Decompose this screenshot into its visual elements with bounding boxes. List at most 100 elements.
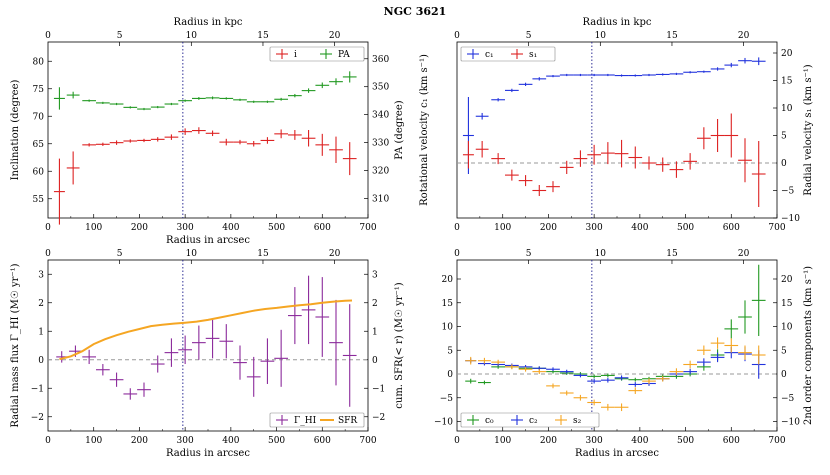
data-point — [642, 378, 656, 384]
data-point — [724, 113, 739, 158]
y-tick-label: 70 — [33, 112, 45, 122]
data-point — [751, 345, 766, 365]
data-point — [491, 153, 505, 165]
y2-axis-label: Radial velocity s₁ (km s⁻¹) — [803, 64, 814, 195]
data-point — [53, 158, 65, 225]
data-point — [738, 138, 752, 183]
data-point — [628, 382, 643, 387]
data-point — [192, 325, 206, 360]
data-point — [697, 345, 711, 355]
data-point — [738, 300, 752, 334]
y2-tick-label: 20 — [781, 49, 793, 59]
data-point — [205, 130, 220, 137]
data-point — [491, 359, 505, 365]
y2-tick-label: 5 — [781, 346, 787, 356]
x-axis-top: 5 10 15 20 0 — [454, 31, 750, 46]
y-tick-label: 10 — [442, 323, 454, 333]
data-point — [462, 141, 474, 169]
data-point — [669, 161, 684, 178]
series-s₁ — [462, 113, 766, 207]
data-point — [628, 387, 643, 394]
legend-label: s₁ — [529, 50, 537, 60]
data-point — [53, 87, 65, 110]
data-point — [683, 153, 697, 170]
data-point — [178, 128, 192, 135]
data-point — [751, 141, 766, 207]
data-point — [655, 73, 670, 76]
data-point — [546, 383, 560, 389]
data-point — [178, 335, 192, 365]
y2-tick-label: 20 — [781, 275, 793, 285]
y-tick-label: 60 — [33, 167, 45, 177]
data-point — [546, 181, 560, 193]
y2-tick-label: 340 — [372, 111, 389, 121]
data-point — [137, 138, 151, 143]
y2-tick-label: 0 — [372, 356, 378, 366]
y-tick-label: 20 — [442, 275, 454, 285]
y-tick-label: 75 — [33, 85, 45, 95]
data-point — [628, 146, 643, 169]
data-point — [96, 101, 110, 105]
legend: c₁ s₁ — [460, 46, 556, 62]
x-tick-label: 100 — [85, 223, 102, 233]
sfr-line — [59, 299, 353, 361]
data-point — [475, 112, 489, 120]
y-axis-right: −10 −5 0 5 10 15 20 — [773, 275, 800, 428]
data-point — [260, 137, 275, 144]
y2-tick-label: 2 — [372, 299, 378, 309]
legend-label: Γ_HI — [294, 416, 317, 426]
data-point — [738, 57, 752, 64]
data-point — [573, 373, 588, 378]
data-point — [559, 390, 574, 396]
x-axis-top: 5 10 15 20 0 — [454, 249, 750, 264]
y-axis-label: Inclination (degree) — [10, 80, 21, 181]
legend: c₀ c₂ s₂ — [460, 412, 600, 428]
x-tick-label: 600 — [723, 436, 740, 446]
x2-tick-label: 10 — [595, 249, 607, 259]
data-point — [587, 374, 601, 379]
y-axis-right: −2 −1 0 1 2 3 — [364, 270, 385, 423]
x2-tick-label: 15 — [257, 31, 269, 41]
data-point — [164, 134, 179, 140]
x-tick-label-zero: 0 — [454, 436, 460, 446]
x-tick-label-zero: 0 — [45, 436, 51, 446]
data-point — [505, 88, 519, 93]
x-tick-label: 200 — [131, 436, 148, 446]
y-tick-label: 15 — [442, 299, 454, 309]
data-point — [724, 319, 739, 339]
x2-tick-label: 10 — [595, 31, 607, 41]
y2-axis-label: 2nd order components (km s⁻¹) — [803, 266, 814, 425]
data-point — [246, 100, 261, 103]
x-tick-label: 500 — [677, 436, 694, 446]
x2-tick-label: 15 — [666, 31, 678, 41]
y-tick-label: −2 — [31, 413, 44, 423]
data-point — [478, 357, 491, 364]
y-tick-label: 65 — [33, 140, 45, 150]
data-point — [82, 99, 96, 102]
y-tick-label: 1 — [38, 327, 44, 337]
x2-tick-label-zero: 0 — [454, 31, 460, 41]
data-point — [82, 349, 96, 365]
data-point — [505, 169, 519, 181]
y2-tick-label: 360 — [372, 55, 389, 65]
data-point — [642, 156, 656, 170]
data-point — [669, 72, 684, 75]
data-point — [601, 377, 615, 383]
y2-axis-label: cum. SFR(< r) (M☉ yr⁻¹) — [394, 282, 405, 409]
x-tick-label: 700 — [359, 436, 376, 446]
legend-box — [460, 46, 556, 62]
data-point — [587, 399, 601, 406]
data-point — [655, 375, 670, 382]
data-point — [301, 130, 316, 147]
y2-tick-label: −10 — [781, 418, 800, 428]
data-point — [301, 88, 316, 93]
x2-tick-label: 10 — [186, 249, 198, 259]
x2-tick-label: 15 — [666, 249, 678, 259]
data-point — [559, 369, 574, 374]
data-point — [614, 403, 629, 412]
y2-tick-label: −5 — [781, 394, 795, 404]
data-point — [491, 98, 505, 102]
x-tick-label-zero: 0 — [45, 223, 51, 233]
